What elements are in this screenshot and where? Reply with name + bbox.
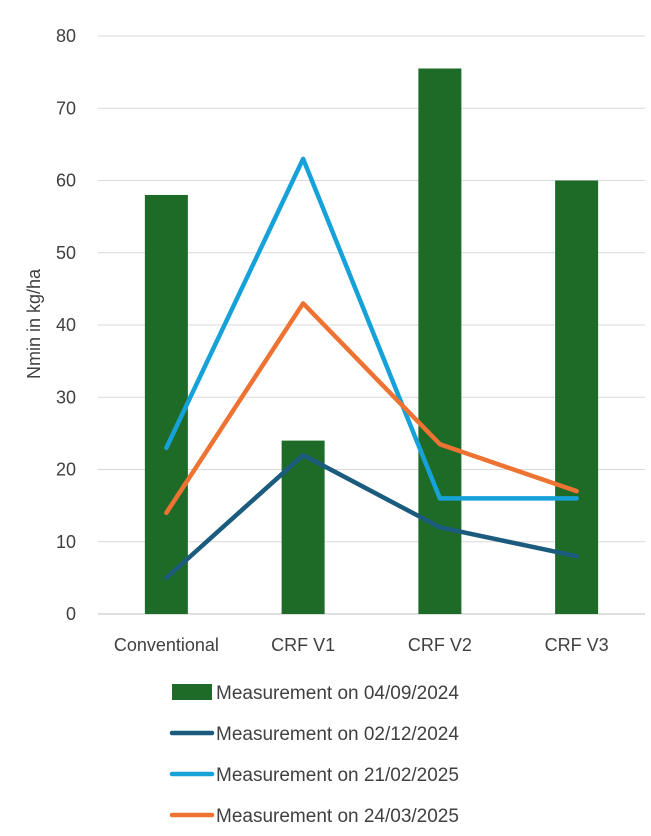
y-tick-label: 80 (56, 26, 76, 46)
series-line (164, 452, 579, 581)
legend-label: Measurement on 02/12/2024 (216, 724, 459, 745)
series-line (164, 156, 579, 501)
bar-series (144, 68, 599, 614)
y-tick-label: 30 (56, 387, 76, 407)
y-axis-ticks: 0 10 20 30 40 50 60 70 80 (56, 26, 76, 624)
x-axis-ticks: Conventional CRF V1 CRF V2 CRF V3 (114, 635, 609, 655)
y-tick-label: 60 (56, 171, 76, 191)
x-tick-label: Conventional (114, 635, 219, 655)
legend-label: Measurement on 04/09/2024 (216, 683, 459, 704)
line-series (164, 156, 579, 581)
legend-label: Measurement on 24/03/2025 (216, 806, 459, 827)
bar (555, 180, 599, 614)
bar (144, 194, 188, 614)
series-line (164, 301, 579, 516)
y-tick-label: 0 (66, 604, 76, 624)
y-tick-label: 40 (56, 315, 76, 335)
x-tick-label: CRF V2 (408, 635, 472, 655)
bar (418, 68, 462, 614)
x-tick-label: CRF V3 (545, 635, 609, 655)
legend-label: Measurement on 21/02/2025 (216, 765, 459, 786)
y-tick-label: 50 (56, 243, 76, 263)
y-tick-label: 10 (56, 532, 76, 552)
y-tick-label: 20 (56, 460, 76, 480)
y-axis-title: Nmin in kg/ha (24, 268, 44, 379)
legend-swatch (172, 684, 212, 700)
x-tick-label: CRF V1 (271, 635, 335, 655)
y-tick-label: 70 (56, 98, 76, 118)
legend: Measurement on 04/09/2024 Measurement on … (169, 683, 459, 827)
